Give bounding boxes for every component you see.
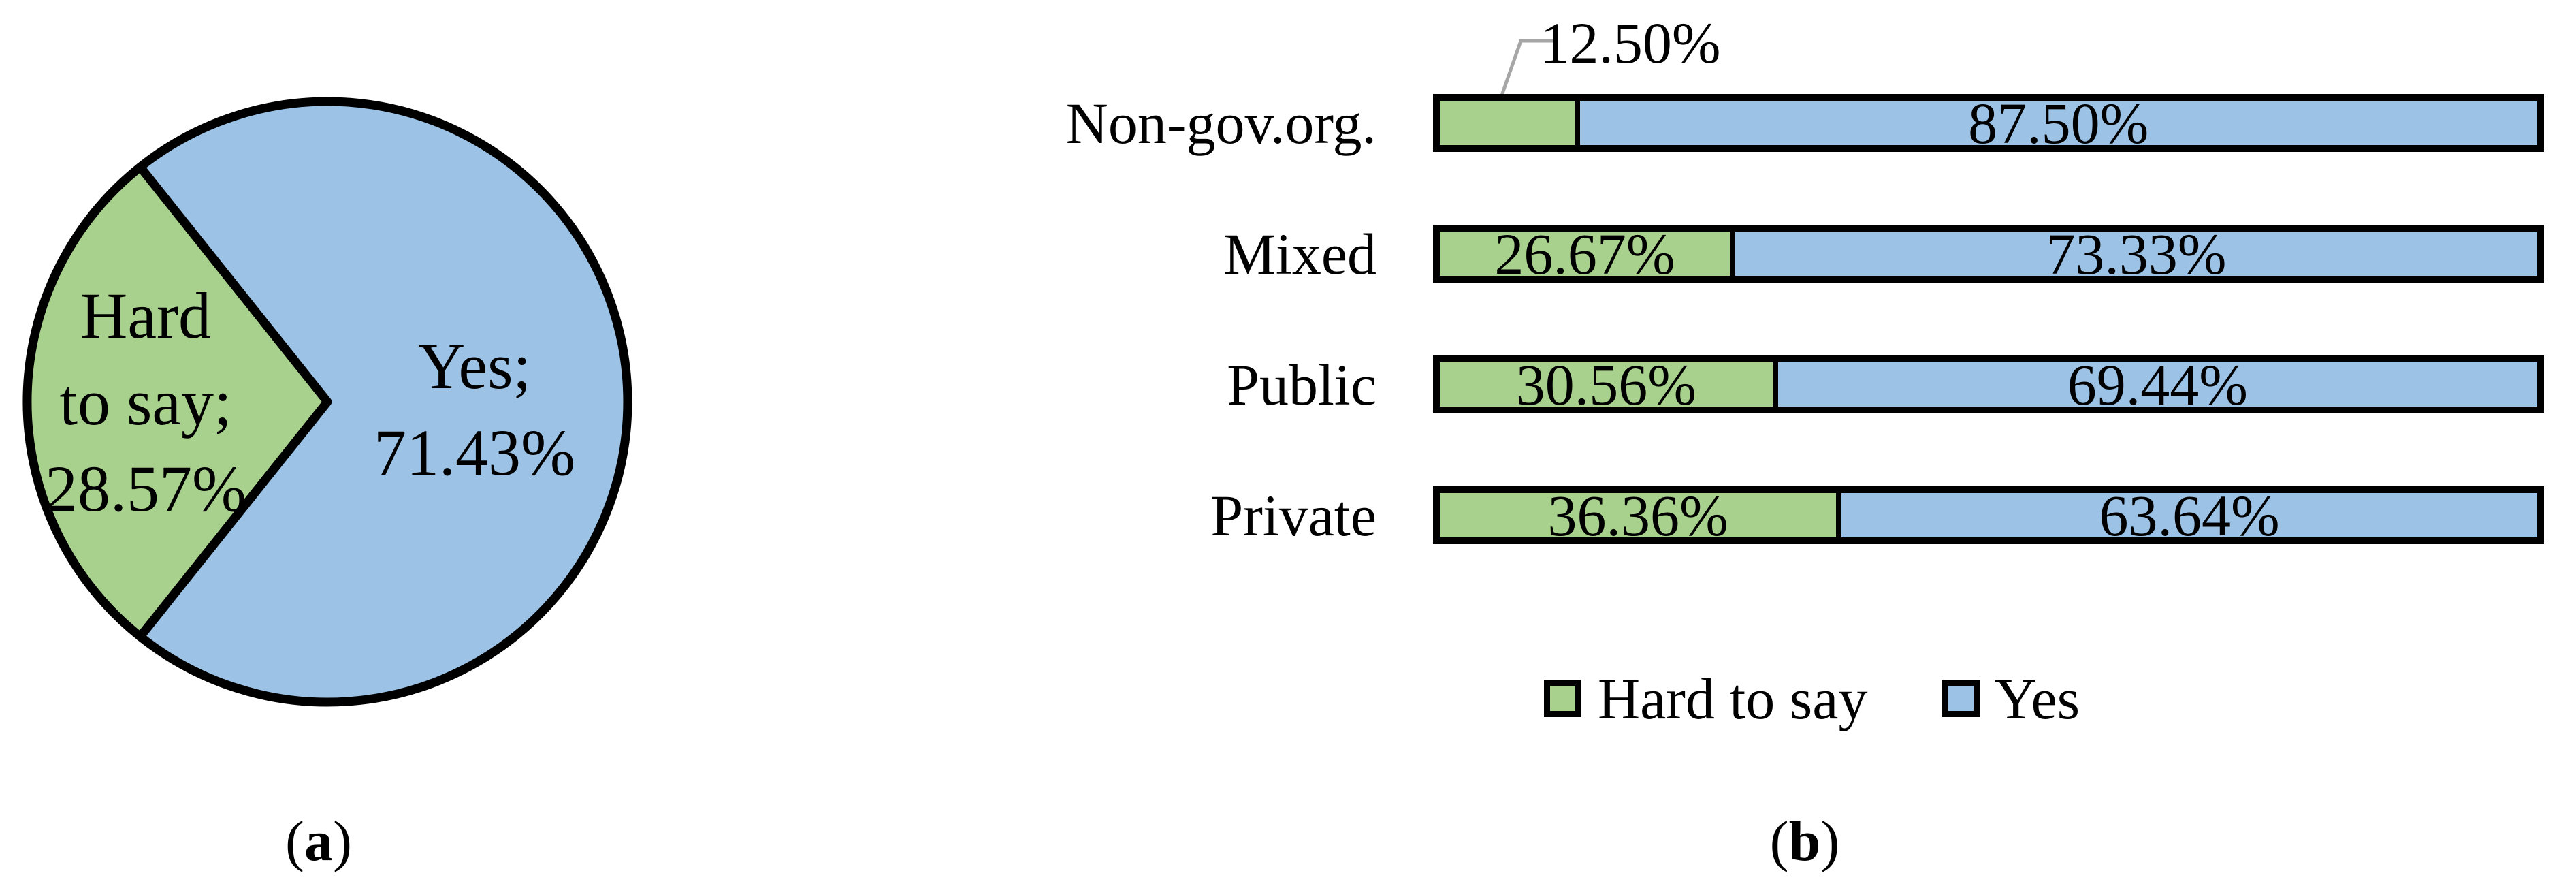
bar-row: [1433, 94, 2544, 152]
pie-slice-label-yes: Yes; 71.43%: [284, 323, 665, 496]
caption-b-open-paren: (: [1769, 810, 1789, 873]
bar-segment-hard-to-say: [1440, 101, 1575, 145]
legend-label-hard-to-say: Hard to say: [1598, 665, 1868, 731]
bar-row: [1433, 225, 2544, 283]
segment-label-yes: 87.50%: [1968, 90, 2149, 156]
caption-b-close-paren: ): [1820, 810, 1840, 873]
caption-a: (a): [285, 813, 352, 870]
segment-label-yes: 69.44%: [2067, 351, 2248, 417]
legend-label-yes: Yes: [1995, 665, 2080, 731]
segment-label-hard-to-say: 26.67%: [1494, 221, 1675, 287]
bar-row: [1433, 486, 2544, 544]
panel-a-pie-chart: Hard to say; 28.57% Yes; 71.43% (a): [0, 0, 654, 886]
bar-segment-yes: [1841, 493, 2537, 537]
pie-slice-yes: [135, 97, 632, 707]
legend-swatch-hard-to-say: [1544, 680, 1581, 717]
legend-swatch-yes: [1942, 680, 1980, 717]
segment-label-yes: 63.64%: [2099, 482, 2280, 548]
bar-segment-yes: [1777, 362, 2537, 407]
bar-segment-yes: [1735, 232, 2537, 276]
segment-label-yes: 73.33%: [2046, 221, 2227, 287]
bar-segment-hard-to-say: [1440, 362, 1773, 407]
segment-label-hard-to-say: 30.56%: [1515, 351, 1696, 417]
category-label: Private: [1210, 482, 1376, 548]
bar-row: [1433, 355, 2544, 413]
callout-leader-line: [1500, 39, 1553, 96]
pie-label-line: Hard: [80, 279, 211, 352]
caption-b-letter: b: [1788, 810, 1821, 873]
pie-label-line: to say;: [59, 366, 232, 439]
caption-a-close-paren: ): [333, 810, 352, 873]
bar-segment-yes: [1579, 101, 2537, 145]
bar-segment-hard-to-say: [1440, 493, 1837, 537]
pie-label-line: 28.57%: [45, 452, 246, 525]
pie-label-line: 71.43%: [374, 416, 575, 489]
pie-slice-hard-to-say: [22, 162, 332, 642]
callout-data-label: 12.50%: [1540, 10, 1721, 76]
caption-a-open-paren: (: [285, 810, 304, 873]
pie-slice-label-hard-to-say: Hard to say; 28.57%: [0, 272, 323, 532]
category-label: Mixed: [1223, 221, 1376, 287]
caption-a-letter: a: [304, 810, 333, 873]
segment-label-hard-to-say: 36.36%: [1547, 482, 1728, 548]
caption-b: (b): [1770, 813, 1840, 870]
bar-segment-hard-to-say: [1440, 232, 1730, 276]
category-label: Non-gov.org.: [1065, 90, 1376, 156]
pie-label-line: Yes;: [417, 330, 532, 402]
category-label: Public: [1227, 351, 1376, 417]
